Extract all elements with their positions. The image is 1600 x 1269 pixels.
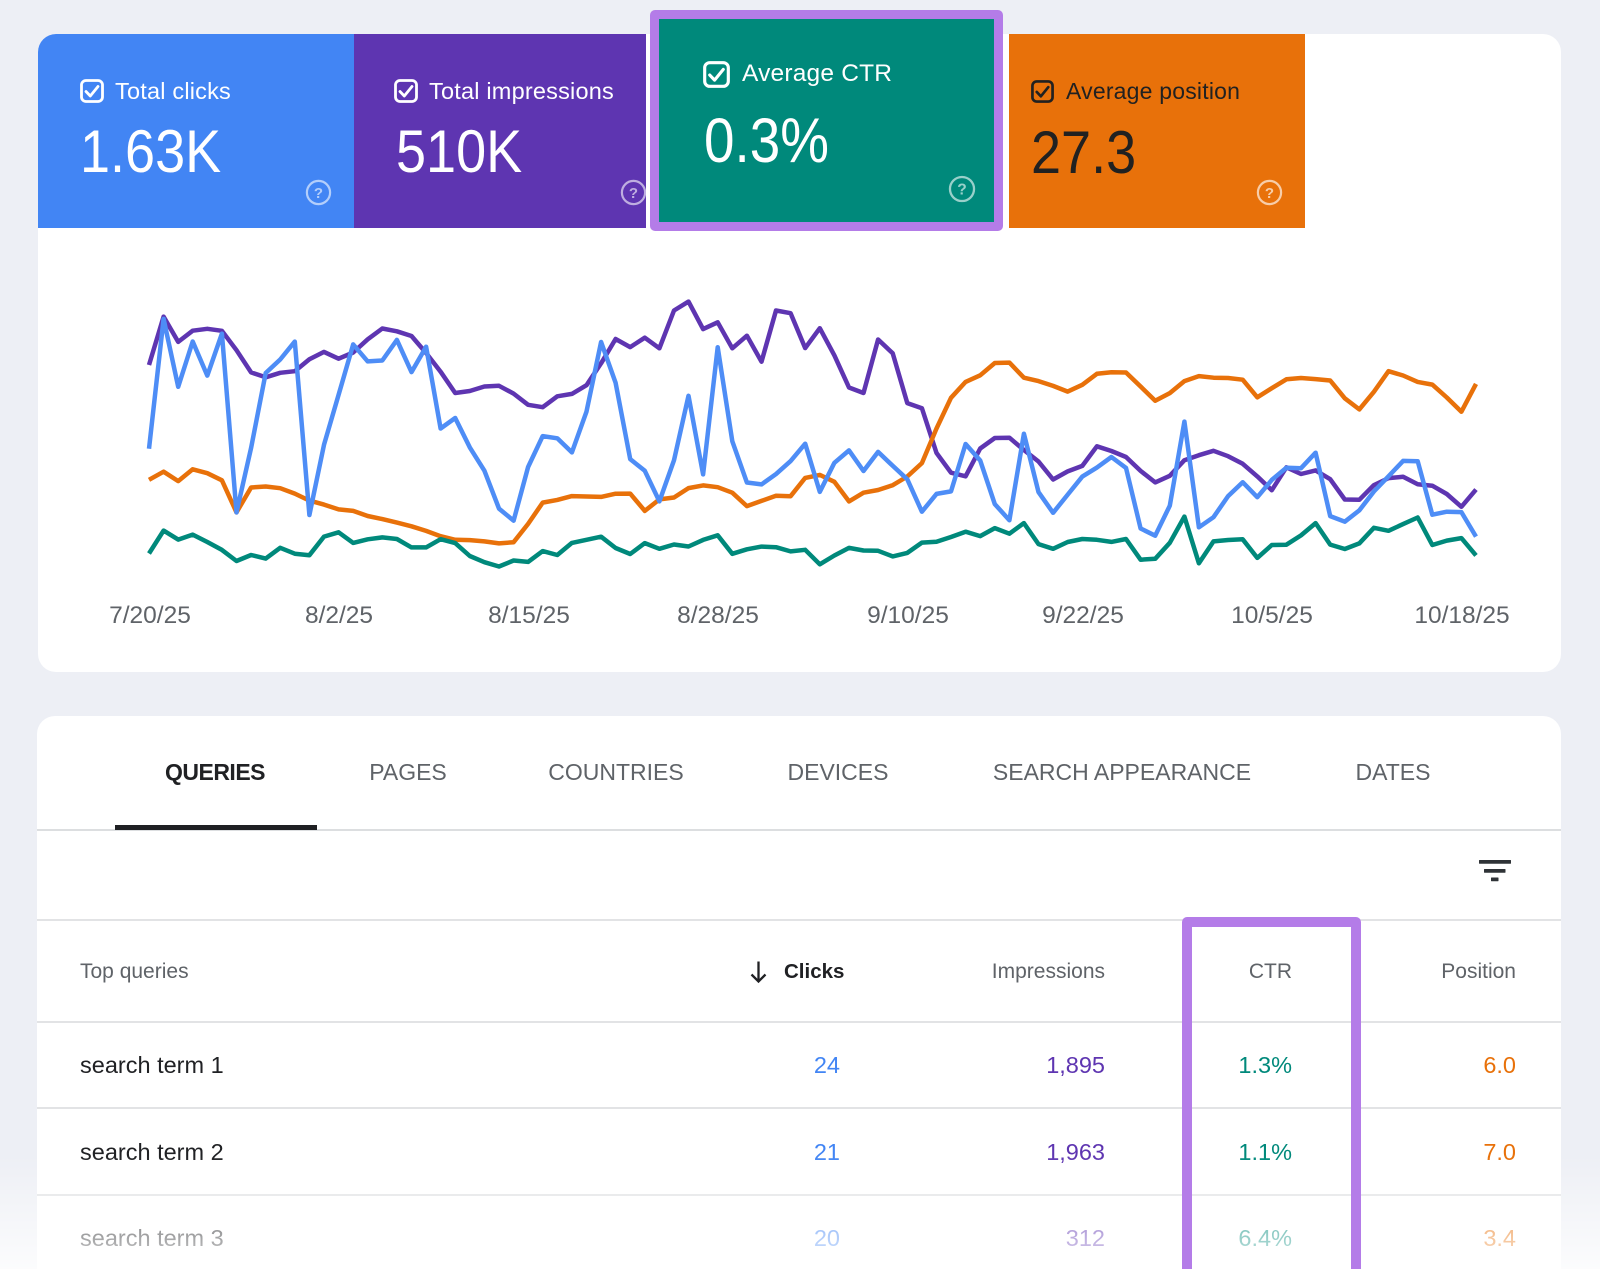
svg-text:?: ?	[957, 182, 967, 199]
svg-text:?: ?	[1265, 185, 1274, 202]
svg-text:?: ?	[314, 185, 323, 202]
svg-text:?: ?	[629, 185, 638, 202]
